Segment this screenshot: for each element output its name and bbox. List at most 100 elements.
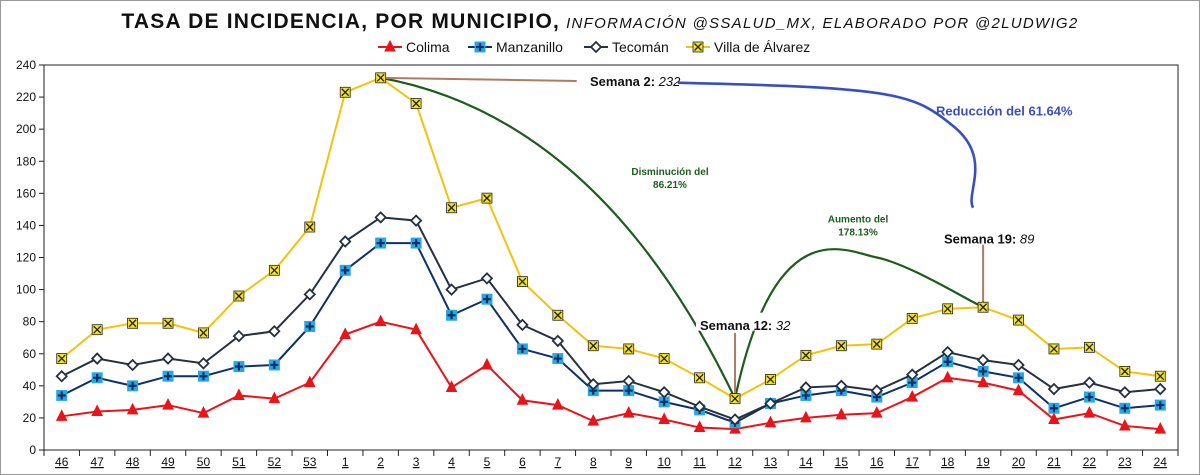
data-point (339, 86, 351, 98)
marker-diamond (445, 283, 458, 296)
data-point (976, 353, 990, 367)
x-tick-label: 21 (1047, 455, 1061, 469)
data-point (56, 389, 68, 401)
week19-annotation-label: Semana 19: (944, 231, 1020, 246)
marker-diamond (941, 345, 954, 359)
marker-diamond (1047, 382, 1061, 396)
data-point (410, 98, 422, 109)
x-tick-label: 7 (555, 455, 562, 469)
data-point (800, 349, 812, 361)
series-tecom-n (55, 211, 1167, 426)
marker-diamond (657, 385, 671, 399)
data-point (1083, 376, 1096, 389)
marker-x (908, 314, 917, 323)
data-point (197, 405, 210, 418)
marker-triangle (693, 420, 706, 433)
x-tick-label: 19 (976, 455, 990, 469)
leader-week2 (380, 76, 577, 83)
data-point (303, 375, 316, 388)
marker-triangle (764, 415, 777, 428)
x-tick-label: 52 (268, 455, 282, 469)
data-point (481, 293, 493, 305)
x-tick-label: 4 (448, 455, 455, 469)
data-point (1118, 385, 1132, 399)
data-point (1012, 358, 1025, 372)
data-point (693, 400, 706, 413)
marker-triangle (384, 39, 396, 52)
data-point (445, 380, 458, 392)
data-point (198, 327, 209, 339)
marker-triangle (55, 409, 68, 421)
x-tick-label: 3 (413, 455, 420, 469)
data-point (339, 327, 352, 339)
x-tick-label: 22 (1083, 455, 1097, 469)
legend-label: Manzanillo (496, 39, 563, 55)
marker-x (801, 351, 810, 360)
week2-annotation: Semana 2: 232 (590, 74, 681, 89)
series-line (61, 216, 1161, 421)
marker-triangle (800, 410, 812, 423)
data-point (233, 290, 245, 302)
marker-triangle (658, 412, 670, 425)
data-point (55, 409, 68, 421)
x-tick-label: 47 (90, 455, 104, 469)
data-point (268, 325, 281, 338)
series-villa-de-lvarez (56, 72, 1166, 405)
decrease-arc (380, 76, 737, 400)
x-tick-label: 16 (870, 455, 884, 469)
marker-diamond (1118, 385, 1132, 399)
x-tick-label: 13 (764, 455, 778, 469)
marker-diamond (693, 400, 706, 413)
marker-x (695, 373, 704, 382)
y-tick-label: 40 (23, 379, 37, 393)
x-tick-label: 23 (1118, 455, 1132, 469)
data-point (197, 357, 210, 370)
marker-diamond (232, 329, 246, 343)
chart-title: TASA DE INCIDENCIA, POR MUNICIPIO, INFORM… (0, 10, 1200, 34)
x-tick-label: 15 (835, 455, 849, 469)
marker-triangle (410, 322, 422, 335)
series-line (61, 242, 1161, 424)
legend-label: Colima (406, 39, 450, 55)
data-point (623, 343, 635, 355)
x-tick-label: 46 (55, 455, 69, 469)
data-point (870, 405, 883, 418)
data-point (835, 379, 848, 393)
marker-triangle (835, 407, 848, 420)
x-tick-label: 17 (906, 455, 920, 469)
marker-diamond (55, 369, 68, 383)
data-point (233, 361, 245, 373)
marker-triangle (941, 370, 954, 383)
marker-diamond (1012, 358, 1025, 372)
marker-x (234, 292, 243, 300)
data-point (657, 385, 671, 399)
data-point (764, 415, 777, 428)
legend-label: Villa de Álvarez (714, 39, 810, 55)
y-tick-label: 240 (16, 58, 36, 72)
decrease-label-bg (618, 162, 722, 193)
marker-triangle (516, 393, 529, 405)
data-point (55, 369, 68, 383)
data-point (268, 359, 280, 371)
x-tick-label: 24 (1154, 455, 1168, 469)
marker-x (341, 88, 350, 97)
marker-diamond (90, 352, 104, 365)
data-point (977, 365, 989, 377)
data-point (374, 211, 387, 224)
marker-x (93, 325, 102, 334)
data-point (517, 276, 528, 287)
marker-x (694, 43, 702, 51)
y-tick-label: 140 (16, 218, 36, 232)
marker-triangle (339, 327, 352, 339)
marker-triangle (197, 405, 210, 418)
data-point (127, 317, 138, 329)
series-manzanillo (56, 237, 1166, 429)
data-point (127, 380, 139, 392)
x-tick-label: 2 (377, 455, 384, 469)
y-tick-label: 180 (16, 154, 36, 168)
data-point (622, 374, 635, 388)
data-point (481, 357, 493, 370)
x-tick-label: 11 (693, 455, 706, 469)
x-tick-label: 5 (484, 455, 491, 469)
